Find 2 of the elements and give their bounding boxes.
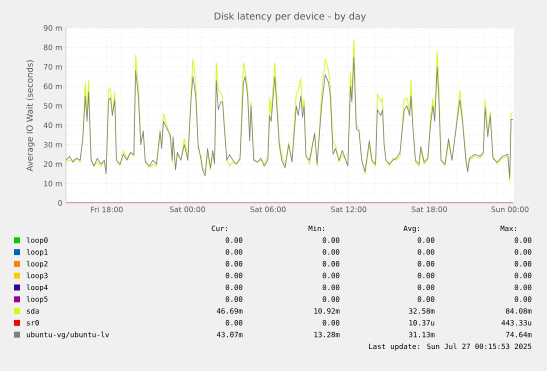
chart-title: Disk latency per device - by day bbox=[214, 12, 366, 22]
y-axis-title: Average IO Wait (seconds) bbox=[26, 60, 34, 172]
